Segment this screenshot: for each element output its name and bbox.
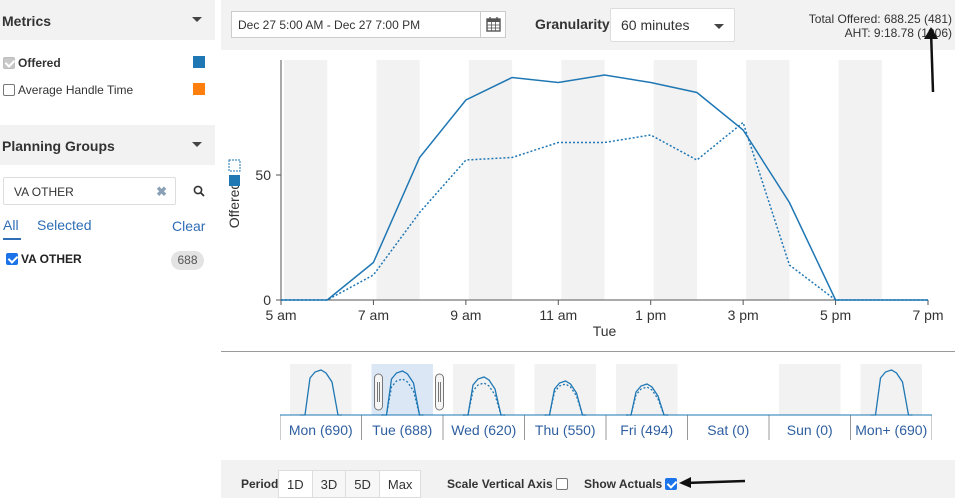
hour-band <box>653 60 697 300</box>
navigator-offered-line <box>870 369 913 416</box>
planning-group-checkbox[interactable] <box>6 253 18 265</box>
show-actuals-checkbox[interactable] <box>665 478 678 490</box>
day-label: Mon (690) <box>289 422 353 438</box>
y-tick-label: 50 <box>255 167 271 183</box>
range-handle <box>374 373 383 411</box>
day-label: Fri (494) <box>620 422 673 438</box>
calendar-icon <box>486 17 501 32</box>
tab-all[interactable]: All <box>3 217 19 233</box>
search-icon[interactable] <box>193 185 205 197</box>
calendar-button[interactable] <box>481 11 506 38</box>
planning-group-search-input[interactable]: VA OTHER ✖ <box>3 177 176 205</box>
offered-line-chart[interactable]: 5 am 7 am 9 am 11 am 1 pm 3 pm 5 pm 7 pm Tue 0 50 O… <box>221 50 955 350</box>
aht-color-swatch <box>193 83 205 95</box>
legend-actuals-icon <box>228 159 241 172</box>
metric-offered[interactable]: Offered <box>3 55 61 71</box>
clear-search-icon[interactable]: ✖ <box>156 184 167 199</box>
day-label: Mon+ (690) <box>855 422 927 438</box>
offered-color-swatch <box>193 56 205 68</box>
period-5d-button[interactable]: 5D <box>345 470 380 498</box>
tab-all-underline <box>3 238 21 240</box>
x-tick-label: 5 am <box>265 307 296 323</box>
day-band <box>860 364 922 415</box>
period-label: Period <box>241 477 279 491</box>
legend-forecast-icon <box>229 175 240 186</box>
day-band <box>290 364 352 415</box>
x-tick-label: 5 pm <box>820 307 851 323</box>
x-axis-title: Tue <box>593 323 617 339</box>
day-label: Sun (0) <box>787 422 833 438</box>
x-tick-label: 11 am <box>539 307 577 323</box>
metrics-header[interactable]: Metrics <box>0 0 215 40</box>
period-max-button[interactable]: Max <box>378 470 422 498</box>
metric-aht[interactable]: Average Handle Time <box>3 82 133 98</box>
day-band <box>534 364 596 415</box>
actuals-series-line <box>281 121 928 301</box>
day-label: Wed (620) <box>451 422 516 438</box>
day-band <box>616 364 678 415</box>
planning-group-item[interactable]: VA OTHER <box>6 252 82 266</box>
hour-band <box>468 60 513 300</box>
y-tick-label: 0 <box>263 292 271 308</box>
annotation-arrow-left <box>679 477 746 488</box>
day-label: Tue (688) <box>372 422 432 438</box>
show-actuals-label: Show Actuals <box>584 477 663 491</box>
chevron-down-icon[interactable] <box>192 17 202 22</box>
summary: Total Offered: 688.25 (481) AHT: 9:18.78… <box>809 12 952 40</box>
hour-band <box>746 60 790 300</box>
metric-aht-label: Average Handle Time <box>18 83 134 97</box>
scale-vertical-axis-label: Scale Vertical Axis <box>447 477 553 491</box>
scale-vertical-axis-toggle[interactable]: Scale Vertical Axis <box>447 477 571 491</box>
hour-band <box>561 60 605 300</box>
chart-divider <box>221 351 955 352</box>
x-tick-label: 7 pm <box>912 307 943 323</box>
y-axis-title: Offered <box>226 182 242 228</box>
annotation-arrow-up <box>924 27 938 93</box>
scale-vertical-axis-checkbox[interactable] <box>555 478 568 490</box>
planning-groups-header[interactable]: Planning Groups <box>0 125 215 165</box>
hour-band <box>376 60 420 300</box>
navigator-offered-line <box>300 369 342 416</box>
chevron-down-icon <box>714 24 724 29</box>
navigator-actuals-line <box>544 383 587 416</box>
date-range-input[interactable]: Dec 27 5:00 AM - Dec 27 7:00 PM <box>231 11 481 38</box>
day-band <box>453 364 515 415</box>
period-1d-button[interactable]: 1D <box>278 470 313 498</box>
x-tick-label: 9 am <box>450 307 481 323</box>
x-tick-label: 1 pm <box>635 307 666 323</box>
hour-band <box>284 60 328 300</box>
range-handle <box>435 373 444 411</box>
planning-groups-title: Planning Groups <box>2 138 115 154</box>
tab-selected[interactable]: Selected <box>37 217 92 233</box>
offered-series-line <box>281 74 928 301</box>
search-value: VA OTHER <box>14 185 74 199</box>
planning-group-count-badge: 688 <box>171 251 204 270</box>
day-label: Sat (0) <box>707 422 749 438</box>
week-navigator-chart[interactable]: Mon (690) Tue (688) Wed (620) Thu (550) Fri … <box>280 362 932 442</box>
granularity-select[interactable]: 60 minutes <box>610 8 735 42</box>
clear-link[interactable]: Clear <box>172 218 206 234</box>
x-tick-label: 3 pm <box>728 307 759 323</box>
x-tick-label: 7 am <box>358 307 389 323</box>
day-label: Thu (550) <box>535 422 596 438</box>
day-band <box>779 364 841 415</box>
granularity-label: Granularity <box>535 16 610 32</box>
navigator-actuals-line <box>463 382 505 416</box>
show-actuals-toggle[interactable]: Show Actuals <box>584 477 680 491</box>
chevron-down-icon[interactable] <box>192 142 202 147</box>
aht-checkbox[interactable] <box>3 84 15 96</box>
aht-text: AHT: 9:18.78 (1006) <box>844 26 952 40</box>
granularity-value: 60 minutes <box>621 17 690 33</box>
period-button-group: 1D 3D 5D Max <box>278 470 422 498</box>
metric-offered-label: Offered <box>18 56 61 70</box>
total-offered-text: Total Offered: 688.25 (481) <box>808 12 952 26</box>
period-3d-button[interactable]: 3D <box>311 470 347 498</box>
metrics-title: Metrics <box>2 13 52 29</box>
navigator-actuals-line <box>381 378 424 416</box>
hour-band <box>838 60 882 300</box>
offered-checkbox[interactable] <box>3 57 15 69</box>
planning-group-label: VA OTHER <box>21 252 82 266</box>
sidebar: Metrics Offered Average Handle Time Plan… <box>0 0 215 498</box>
